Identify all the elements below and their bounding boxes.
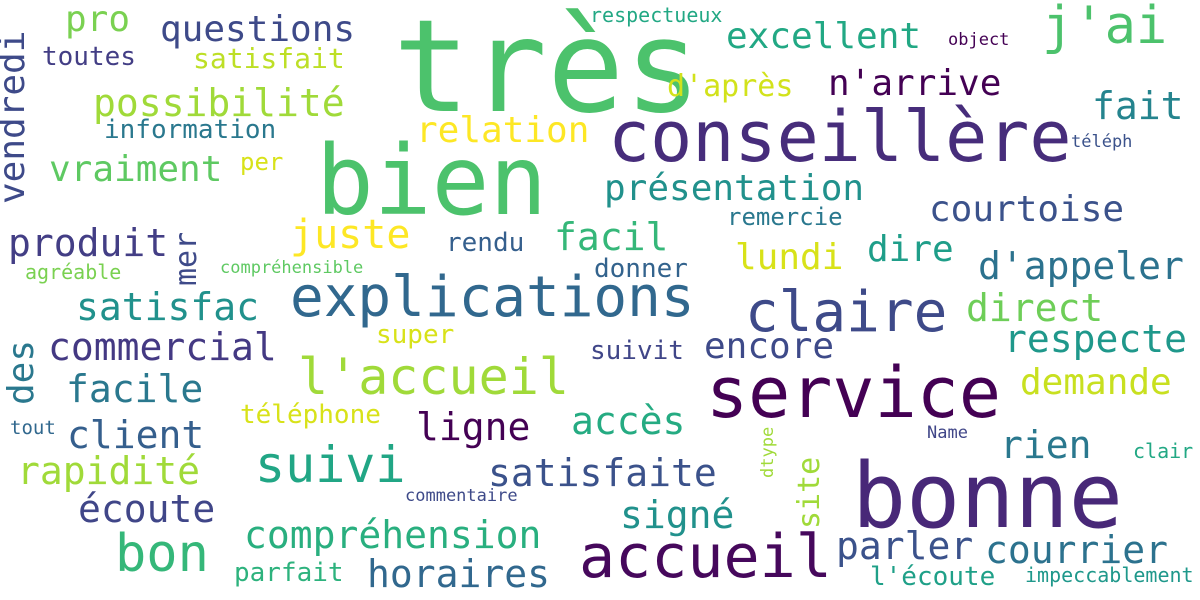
word-des: des (1, 339, 42, 405)
word-impeccablement: impeccablement (1025, 563, 1194, 587)
word-dire: dire (867, 229, 954, 270)
word-pro: pro (65, 0, 131, 40)
word-super: super (376, 320, 455, 350)
word-presentation: présentation (604, 168, 865, 209)
word-facile: facile (66, 367, 204, 411)
word-mer: mer (169, 231, 204, 286)
word-tres: très (393, 0, 702, 142)
word-fait: fait (1092, 84, 1184, 128)
word-vraiment: vraiment (49, 149, 223, 190)
word-accueil: accueil (579, 522, 832, 592)
word-dtype: dtype (758, 426, 778, 478)
word-encore: encore (704, 326, 835, 367)
word-ligne: ligne (416, 405, 531, 449)
word-satisfaite: satisfaite (488, 451, 717, 495)
word-remercie: remercie (727, 203, 843, 231)
word-horaires: horaires (367, 552, 551, 596)
word-commercial: commercial (48, 325, 277, 369)
word-rien: rien (1000, 423, 1092, 467)
word-conseillere: conseillère (608, 96, 1072, 178)
word-rapidite: rapidité (17, 449, 201, 493)
word-claire: claire (745, 280, 948, 345)
word-courtoise: courtoise (929, 189, 1125, 230)
word-service: service (706, 352, 1002, 434)
word-parfait: parfait (234, 558, 344, 588)
word-bonne: bonne (852, 444, 1123, 549)
word-object: object (948, 30, 1010, 50)
word-name: Name (927, 423, 968, 443)
word-questions: questions (160, 9, 356, 50)
word-rendu: rendu (446, 228, 525, 258)
word-jai: j'ai (1042, 0, 1168, 56)
word-satisfait: satisfait (193, 42, 345, 75)
word-bon: bon (115, 524, 209, 584)
word-site: site (792, 456, 827, 529)
word-satisfac: satisfac (76, 285, 260, 329)
word-demande: demande (1020, 362, 1172, 403)
word-tout: tout (10, 417, 56, 439)
word-respecte: respecte (1004, 317, 1188, 361)
word-teleph: téléph (1071, 132, 1133, 152)
word-comprehensible: compréhensible (220, 258, 364, 278)
word-bien: bien (316, 125, 548, 237)
word-lundi: lundi (735, 237, 844, 278)
word-respectueux: respectueux (590, 3, 723, 27)
word-toutes: toutes (42, 42, 136, 72)
word-facil: facil (554, 215, 669, 259)
word-suivit: suivit (590, 336, 684, 366)
word-courrier: courrier (985, 528, 1169, 572)
word-relation: relation (416, 110, 590, 151)
word-narrive: n'arrive (828, 63, 1002, 104)
word-donner: donner (594, 254, 688, 284)
word-comprehension: compréhension (244, 513, 542, 557)
word-direct: direct (966, 286, 1104, 330)
word-parler: parler (836, 524, 974, 568)
word-agreable: agréable (25, 260, 122, 284)
word-dappeler: d'appeler (978, 244, 1184, 288)
word-information: information (104, 115, 277, 145)
word-clair: clair (1133, 439, 1194, 463)
word-telephone: téléphone (240, 400, 381, 430)
word-juste: juste (290, 212, 411, 258)
word-signe: signé (620, 493, 735, 537)
word-dapres: d'après (667, 69, 794, 104)
word-produit: produit (8, 221, 169, 265)
word-laccueil: l'accueil (298, 348, 569, 406)
word-vendredi: vendredi (0, 30, 33, 204)
word-explications: explications (290, 265, 695, 330)
word-acces: accès (571, 399, 686, 443)
word-client: client (67, 413, 205, 457)
word-excellent: excellent (726, 16, 922, 57)
word-ecoute: écoute (78, 487, 216, 531)
word-possibilite: possibilité (93, 81, 345, 125)
word-commentaire: commentaire (405, 486, 518, 506)
word-suivi: suivi (255, 436, 406, 494)
word-lecoute: l'écoute (870, 562, 996, 592)
word-per: per (240, 148, 284, 176)
